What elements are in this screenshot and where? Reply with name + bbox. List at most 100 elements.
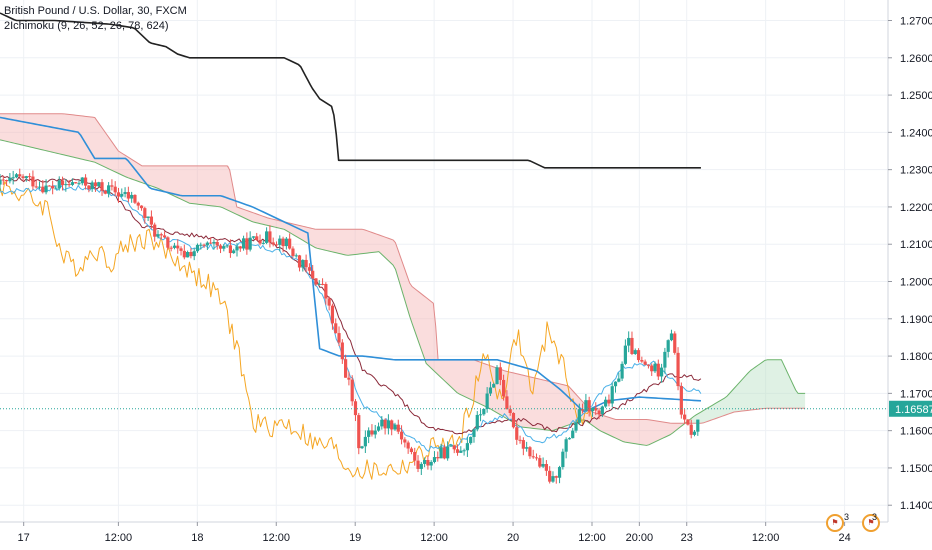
- x-tick-label: 20:00: [626, 532, 654, 544]
- candle-up: [439, 447, 443, 459]
- candle-up: [574, 422, 578, 431]
- candle-down: [143, 208, 147, 218]
- candle-up: [235, 246, 239, 251]
- x-tick-label: 12:00: [578, 532, 606, 544]
- candle-down: [281, 238, 285, 247]
- candle-down: [646, 364, 651, 366]
- candle-down: [350, 379, 354, 402]
- candle-down: [268, 231, 272, 243]
- candle-down: [521, 440, 525, 449]
- candle-down: [169, 247, 173, 249]
- symbol-title[interactable]: British Pound / U.S. Dollar, 30, FXCM: [4, 5, 187, 17]
- candle-down: [580, 409, 585, 411]
- candle-up: [386, 420, 390, 429]
- candle-up: [590, 407, 595, 412]
- candle-down: [548, 470, 552, 482]
- x-tick-label: 18: [191, 532, 203, 544]
- flag-event-icon[interactable]: ⚑: [826, 514, 844, 532]
- candle-up: [495, 367, 499, 385]
- event-count: 3: [844, 512, 850, 522]
- candle-down: [587, 400, 591, 412]
- candle-down: [74, 182, 78, 184]
- candle-down: [113, 186, 117, 193]
- tenkan-sen-line: [0, 185, 702, 452]
- candle-down: [258, 240, 262, 244]
- candle-up: [24, 176, 28, 179]
- candle-up: [584, 400, 588, 411]
- candle-up: [571, 430, 575, 439]
- candle-up: [373, 430, 377, 435]
- candle-up: [172, 245, 177, 248]
- candle-down: [531, 456, 535, 458]
- candle-up: [659, 367, 664, 377]
- candle-up: [482, 408, 486, 415]
- candle-up: [567, 438, 572, 440]
- candle-down: [324, 284, 328, 299]
- candle-down: [508, 409, 512, 413]
- candle-down: [455, 449, 460, 453]
- candle-up: [613, 381, 618, 387]
- last-price-badge: [889, 400, 932, 417]
- candle-up: [120, 193, 124, 197]
- candle-down: [67, 184, 71, 186]
- candle-down: [416, 460, 420, 469]
- candle-down: [47, 185, 51, 187]
- candle-up: [11, 177, 15, 179]
- candle-up: [653, 363, 657, 372]
- candle-up: [633, 350, 637, 354]
- candle-down: [274, 244, 279, 246]
- indicator-title[interactable]: 2Ichimoku (9, 26, 52, 26, 78, 624): [4, 20, 169, 32]
- candle-down: [162, 235, 167, 238]
- candle-down: [534, 457, 539, 459]
- candle-down: [83, 177, 88, 186]
- y-tick-label: 1.17000: [900, 388, 932, 400]
- candle-up: [393, 424, 397, 430]
- candle-up: [459, 450, 463, 453]
- candle-down: [528, 447, 532, 457]
- candle-down: [110, 185, 114, 187]
- candle-down: [656, 363, 660, 377]
- candle-down: [403, 439, 407, 443]
- candle-up: [492, 384, 496, 388]
- x-tick-label: 12:00: [105, 532, 133, 544]
- candlestick-series: [0, 168, 700, 484]
- candle-up: [478, 414, 483, 416]
- candle-down: [1, 179, 5, 181]
- candle-down: [166, 237, 170, 248]
- candle-down: [245, 238, 249, 250]
- candle-down: [103, 190, 107, 194]
- candle-down: [116, 192, 121, 197]
- candle-up: [205, 242, 209, 246]
- candle-up: [232, 250, 236, 254]
- candle-up: [54, 188, 58, 190]
- candle-up: [77, 183, 81, 185]
- candle-up: [561, 451, 565, 468]
- candle-up: [225, 245, 229, 247]
- candle-up: [195, 244, 200, 252]
- candle-down: [238, 246, 242, 249]
- candle-down: [18, 174, 22, 177]
- candle-up: [57, 180, 61, 189]
- flag-event-icon[interactable]: ⚑: [862, 514, 880, 532]
- y-tick-label: 1.24000: [900, 127, 932, 139]
- candle-up: [429, 461, 433, 466]
- candle-down: [126, 192, 130, 199]
- candle-down: [502, 379, 506, 397]
- leading-span-b-line: [0, 113, 806, 424]
- y-tick-label: 1.18000: [900, 351, 932, 363]
- candle-down: [291, 248, 295, 256]
- candle-down: [28, 176, 32, 178]
- candle-up: [8, 177, 12, 182]
- candle-up: [617, 378, 621, 382]
- x-tick-label: 23: [681, 532, 693, 544]
- candle-down: [396, 424, 400, 432]
- last-price-label: 1.16587: [895, 404, 932, 416]
- candle-down: [87, 185, 91, 190]
- candle-up: [669, 333, 674, 341]
- bullish-cloud: [686, 359, 806, 424]
- y-tick-label: 1.22000: [900, 202, 932, 214]
- candle-up: [465, 443, 469, 451]
- candle-down: [650, 365, 654, 372]
